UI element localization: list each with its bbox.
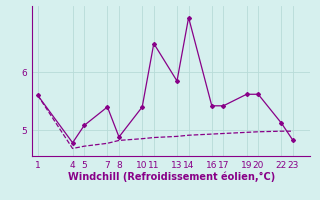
X-axis label: Windchill (Refroidissement éolien,°C): Windchill (Refroidissement éolien,°C)	[68, 171, 275, 182]
